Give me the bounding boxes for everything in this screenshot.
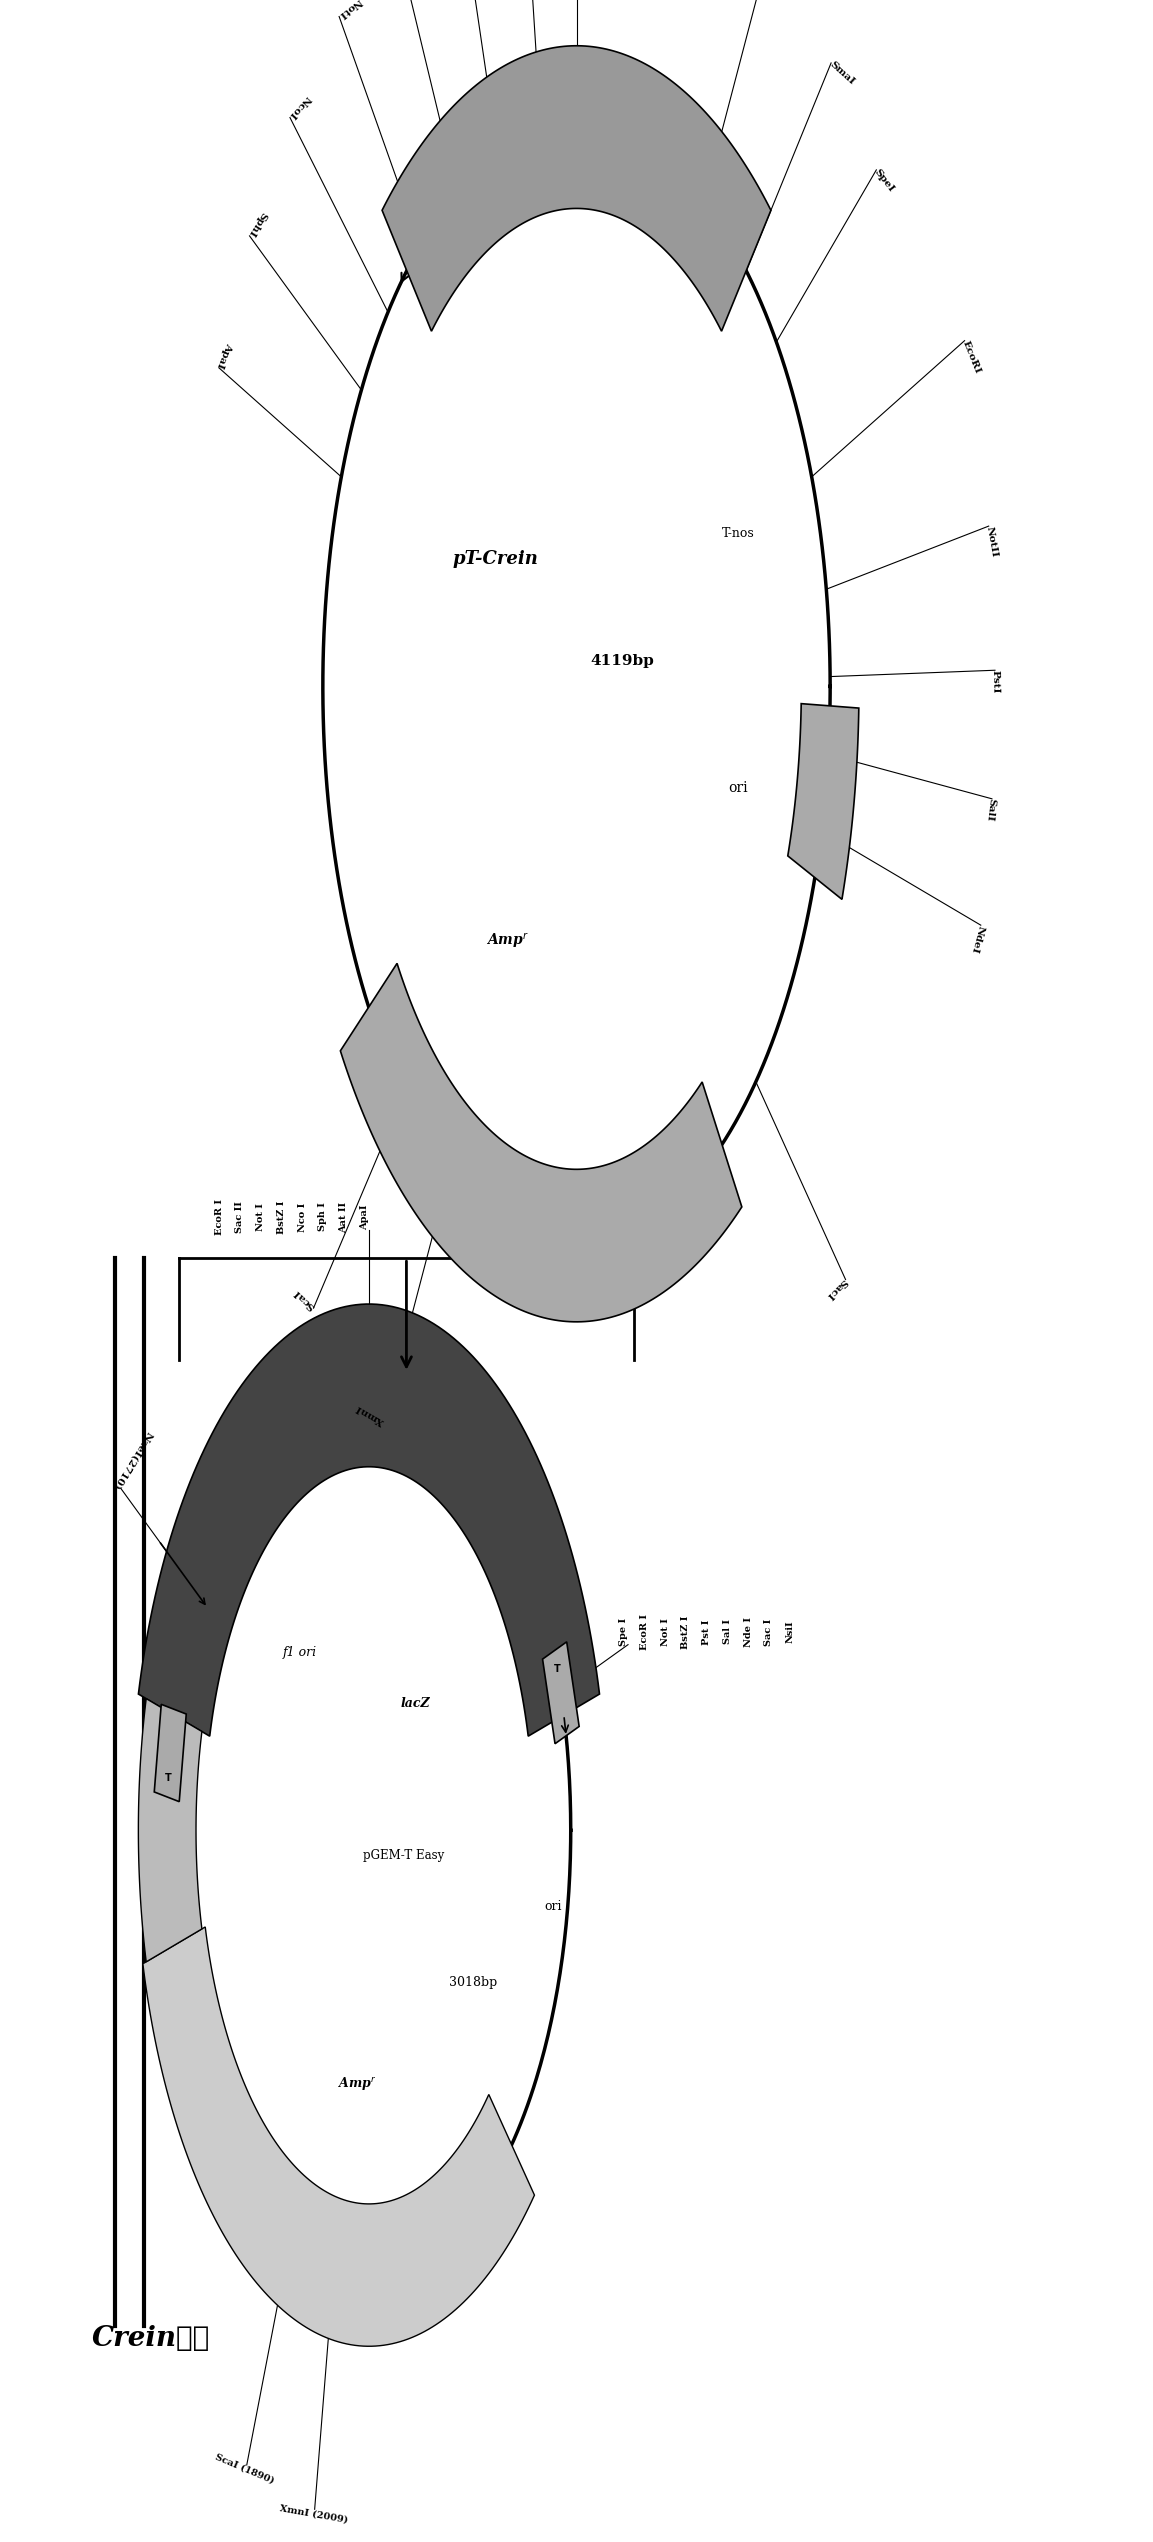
Text: Nde I: Nde I <box>744 1617 753 1647</box>
Text: XmnI: XmnI <box>354 1403 386 1426</box>
Text: EcoR I: EcoR I <box>214 1200 224 1235</box>
Text: Sac II: Sac II <box>235 1200 244 1233</box>
Text: ScaI (1890): ScaI (1890) <box>214 2453 276 2486</box>
Text: Sph I: Sph I <box>318 1202 327 1230</box>
Text: Crein基因: Crein基因 <box>92 2326 211 2351</box>
Text: BstZ I: BstZ I <box>277 1200 286 1233</box>
Text: ApaI: ApaI <box>214 341 233 369</box>
Text: SphI: SphI <box>246 211 267 239</box>
Text: Sal I: Sal I <box>723 1619 732 1645</box>
Text: Sac I: Sac I <box>764 1619 774 1645</box>
Polygon shape <box>138 1304 600 1736</box>
Text: T-nos: T-nos <box>722 526 754 541</box>
Text: SalI: SalI <box>985 798 996 821</box>
Text: ScaI: ScaI <box>292 1286 317 1312</box>
Text: PstI: PstI <box>990 671 1000 694</box>
Text: Not I: Not I <box>256 1202 265 1230</box>
Text: NdeI: NdeI <box>970 923 985 953</box>
Text: XmnI (2009): XmnI (2009) <box>279 2504 348 2524</box>
Text: ori: ori <box>544 1899 563 1914</box>
Text: SmaI: SmaI <box>828 58 857 86</box>
Text: BstZ I: BstZ I <box>681 1614 691 1650</box>
Polygon shape <box>787 704 859 900</box>
Polygon shape <box>138 1698 202 1962</box>
Text: T: T <box>553 1662 560 1673</box>
Text: NsiI: NsiI <box>785 1622 794 1642</box>
Text: T: T <box>165 1772 172 1782</box>
Text: ApaI: ApaI <box>360 1205 369 1230</box>
Text: Nco I: Nco I <box>297 1202 307 1233</box>
Text: NotII: NotII <box>985 526 998 557</box>
Polygon shape <box>340 963 741 1322</box>
Text: 3018bp: 3018bp <box>449 1975 497 1990</box>
Text: pGEM-T Easy: pGEM-T Easy <box>363 1848 444 1863</box>
Text: Spe I: Spe I <box>619 1617 628 1647</box>
Text: Not I: Not I <box>661 1619 670 1645</box>
FancyBboxPatch shape <box>543 1642 579 1744</box>
Text: f1 ori: f1 ori <box>282 1645 317 1660</box>
Polygon shape <box>382 46 771 330</box>
FancyBboxPatch shape <box>155 1703 187 1802</box>
Text: Amp$^r$: Amp$^r$ <box>485 930 529 951</box>
Text: 4119bp: 4119bp <box>590 653 655 669</box>
Text: Aat II: Aat II <box>339 1202 348 1233</box>
Text: Amp$^r$: Amp$^r$ <box>338 2077 377 2092</box>
Text: NcoI: NcoI <box>287 94 311 119</box>
Text: ori: ori <box>728 780 748 796</box>
Text: pT-Crein: pT-Crein <box>453 549 538 569</box>
Text: EcoR I: EcoR I <box>640 1614 649 1650</box>
Text: NaeI(2710): NaeI(2710) <box>111 1429 155 1490</box>
Text: SpeI: SpeI <box>873 168 896 193</box>
Text: SacI: SacI <box>824 1276 849 1302</box>
Text: Pst I: Pst I <box>702 1619 711 1645</box>
Text: EcoRI: EcoRI <box>960 338 982 374</box>
Text: lacZ: lacZ <box>400 1696 430 1711</box>
Polygon shape <box>143 1927 535 2346</box>
Text: NotI: NotI <box>337 0 362 20</box>
